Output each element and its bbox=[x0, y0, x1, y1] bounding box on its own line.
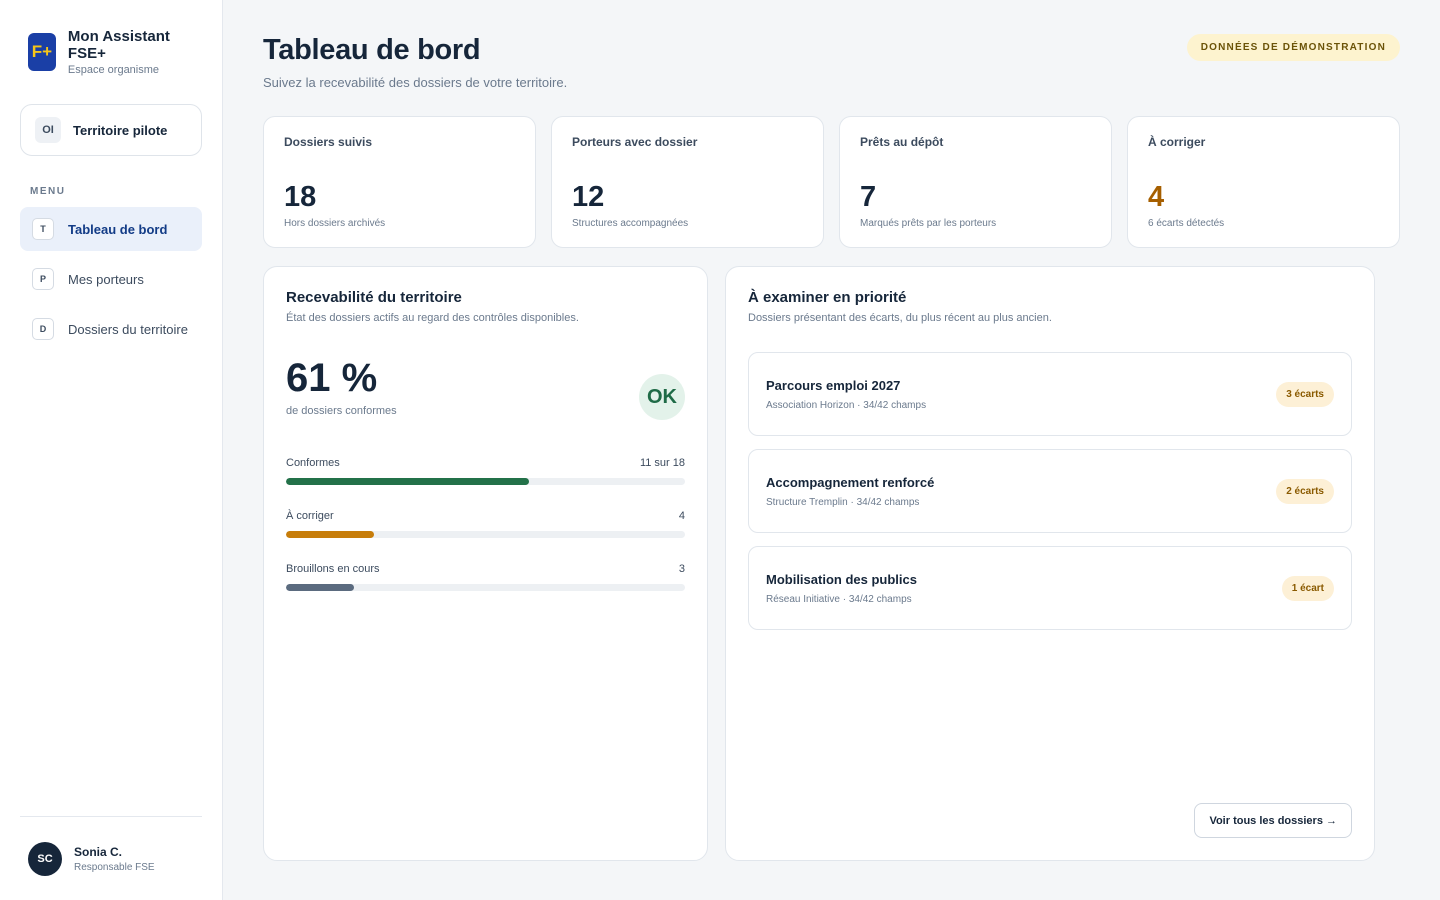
sidebar-nav: T Tableau de bord P Mes porteurs D Dossi… bbox=[20, 207, 202, 351]
kpi-label: Prêts au dépôt bbox=[860, 135, 944, 149]
brand[interactable]: F+ Mon Assistant FSE+ Espace organisme bbox=[20, 28, 202, 76]
conformity-percent-label: de dossiers conformes bbox=[286, 405, 397, 417]
demo-data-badge: DONNÉES DE DÉMONSTRATION bbox=[1186, 34, 1400, 61]
user-name: Sonia C. bbox=[74, 844, 123, 859]
progress-fill bbox=[286, 478, 530, 485]
case-item[interactable]: Parcours emploi 2027 Association Horizon… bbox=[748, 352, 1352, 436]
nav-badge-icon: P bbox=[32, 268, 54, 290]
kpi-label: À corriger bbox=[1148, 135, 1206, 149]
kpi-value: 4 bbox=[1148, 181, 1165, 213]
sidebar-item-label: Dossiers du territoire bbox=[68, 321, 188, 337]
sidebar-item-label: Mes porteurs bbox=[68, 271, 144, 287]
status-bars: Conformes 11 sur 18 À corriger 4 bbox=[286, 457, 685, 591]
kpi-value: 12 bbox=[572, 181, 605, 213]
bar-label: À corriger bbox=[286, 510, 334, 522]
main-content: Tableau de bord Suivez la recevabilité d… bbox=[223, 0, 1440, 900]
menu-label: MENU bbox=[30, 186, 66, 197]
page-title: Tableau de bord bbox=[263, 34, 481, 66]
case-item[interactable]: Accompagnement renforcé Structure Trempl… bbox=[748, 449, 1352, 533]
case-title: Mobilisation des publics bbox=[766, 571, 917, 587]
gap-count-badge: 2 écarts bbox=[1276, 478, 1334, 504]
fse-plus-logo: F+ bbox=[28, 33, 56, 71]
panel-subtitle: Dossiers présentant des écarts, du plus … bbox=[748, 312, 1052, 324]
sidebar: F+ Mon Assistant FSE+ Espace organisme O… bbox=[0, 0, 223, 900]
progress-track bbox=[286, 584, 685, 591]
kpi-value: 18 bbox=[284, 181, 317, 213]
app-title: Mon Assistant FSE+ bbox=[67, 28, 170, 62]
kpi-card-prets: Prêts au dépôt 7 Marqués prêts par les p… bbox=[839, 116, 1112, 248]
panels: Recevabilité du territoire État des doss… bbox=[263, 266, 1400, 861]
nav-badge-icon: T bbox=[32, 218, 54, 240]
kpi-label: Dossiers suivis bbox=[284, 135, 373, 149]
recevabilite-panel: Recevabilité du territoire État des doss… bbox=[263, 266, 708, 861]
gap-count-badge: 1 écart bbox=[1281, 575, 1334, 601]
nav-badge-icon: D bbox=[32, 318, 54, 340]
case-meta: Réseau Initiative · 34/42 champs bbox=[766, 593, 912, 605]
app-subtitle: Espace organisme bbox=[67, 64, 160, 76]
case-meta: Structure Tremplin · 34/42 champs bbox=[766, 496, 920, 508]
kpi-note: 6 écarts détectés bbox=[1148, 218, 1225, 229]
territory-selector[interactable]: OI Territoire pilote bbox=[20, 104, 202, 156]
case-title: Parcours emploi 2027 bbox=[766, 377, 901, 393]
kpi-card-a-corriger: À corriger 4 6 écarts détectés bbox=[1127, 116, 1400, 248]
territory-name: Territoire pilote bbox=[73, 122, 168, 138]
user-profile[interactable]: SC Sonia C. Responsable FSE bbox=[20, 816, 202, 900]
avatar: SC bbox=[28, 841, 62, 876]
case-item[interactable]: Mobilisation des publics Réseau Initiati… bbox=[748, 546, 1352, 630]
sidebar-item-dashboard[interactable]: T Tableau de bord bbox=[20, 207, 202, 251]
sidebar-item-label: Tableau de bord bbox=[68, 221, 168, 237]
bar-row-brouillons: Brouillons en cours 3 bbox=[286, 563, 685, 591]
status-ok-badge: OK bbox=[639, 374, 685, 420]
progress-track bbox=[286, 531, 685, 538]
kpi-card-dossiers: Dossiers suivis 18 Hors dossiers archivé… bbox=[263, 116, 536, 248]
case-title: Accompagnement renforcé bbox=[766, 474, 935, 490]
priority-case-list: Parcours emploi 2027 Association Horizon… bbox=[748, 352, 1352, 630]
kpi-note: Marqués prêts par les porteurs bbox=[860, 218, 997, 229]
progress-fill bbox=[286, 584, 354, 591]
bar-row-a-corriger: À corriger 4 bbox=[286, 510, 685, 538]
sidebar-item-porteurs[interactable]: P Mes porteurs bbox=[20, 257, 202, 301]
bar-label: Brouillons en cours bbox=[286, 563, 380, 575]
bar-label: Conformes bbox=[286, 457, 340, 469]
conformity-percent: 61 % bbox=[286, 356, 378, 400]
kpi-note: Hors dossiers archivés bbox=[284, 218, 386, 229]
user-role: Responsable FSE bbox=[74, 861, 155, 873]
bar-value: 11 sur 18 bbox=[639, 457, 685, 469]
gap-count-badge: 3 écarts bbox=[1276, 381, 1334, 407]
kpi-card-porteurs: Porteurs avec dossier 12 Structures acco… bbox=[551, 116, 824, 248]
kpi-value: 7 bbox=[860, 181, 877, 213]
kpi-note: Structures accompagnées bbox=[572, 218, 689, 229]
progress-track bbox=[286, 478, 685, 485]
kpi-label: Porteurs avec dossier bbox=[572, 135, 698, 149]
progress-fill bbox=[286, 531, 374, 538]
bar-value: 4 bbox=[678, 510, 685, 522]
kpi-row: Dossiers suivis 18 Hors dossiers archivé… bbox=[263, 116, 1400, 248]
bar-value: 3 bbox=[678, 563, 685, 575]
panel-title: À examiner en priorité bbox=[748, 289, 907, 306]
panel-subtitle: État des dossiers actifs au regard des c… bbox=[286, 312, 579, 324]
panel-title: Recevabilité du territoire bbox=[286, 289, 462, 306]
see-all-dossiers-button[interactable]: Voir tous les dossiers → bbox=[1194, 803, 1352, 838]
territory-badge: OI bbox=[35, 117, 61, 143]
sidebar-item-dossiers[interactable]: D Dossiers du territoire bbox=[20, 307, 202, 351]
case-meta: Association Horizon · 34/42 champs bbox=[766, 399, 927, 411]
page-subtitle: Suivez la recevabilité des dossiers de v… bbox=[263, 75, 568, 90]
priority-panel: À examiner en priorité Dossiers présenta… bbox=[725, 266, 1375, 861]
bar-row-conformes: Conformes 11 sur 18 bbox=[286, 457, 685, 485]
